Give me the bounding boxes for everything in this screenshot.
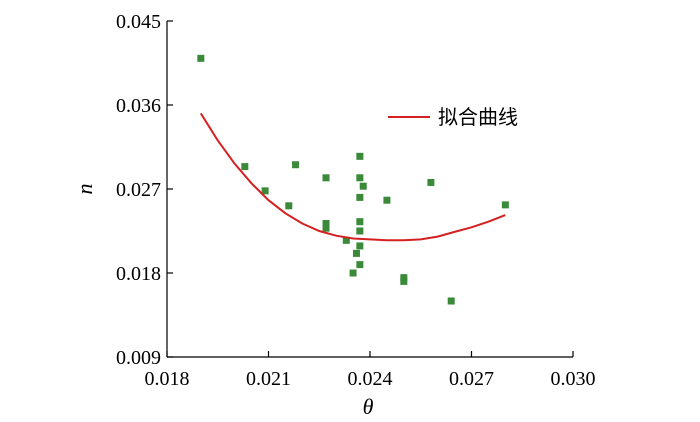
x-tick-label: 0.021 <box>246 368 291 390</box>
data-point <box>261 187 269 195</box>
data-point <box>356 242 364 250</box>
y-tick-label: 0.009 <box>116 347 161 369</box>
y-axis-ticks: 0.009 0.018 0.027 0.036 0.045 <box>116 11 173 369</box>
data-point <box>241 163 249 171</box>
x-axis-label: θ <box>363 394 374 419</box>
data-point <box>356 193 364 201</box>
data-point <box>292 161 300 169</box>
y-axis-label: n <box>72 184 97 195</box>
x-tick-label: 0.027 <box>449 368 494 390</box>
data-point <box>400 274 408 282</box>
data-point <box>356 218 364 226</box>
data-point <box>356 152 364 160</box>
data-point <box>197 54 205 62</box>
x-axis-ticks: 0.018 0.021 0.024 0.027 0.030 <box>145 351 596 390</box>
x-tick-label: 0.030 <box>551 368 596 390</box>
data-point <box>342 236 350 244</box>
data-point <box>322 224 330 232</box>
data-point <box>322 174 330 182</box>
y-tick-label: 0.027 <box>116 179 161 201</box>
data-points <box>197 54 509 305</box>
y-tick-label: 0.018 <box>116 263 161 285</box>
data-point <box>352 249 360 257</box>
y-tick-label: 0.036 <box>116 95 161 117</box>
y-tick-label: 0.045 <box>116 11 161 33</box>
legend-label: 拟合曲线 <box>438 105 518 129</box>
legend: 拟合曲线 <box>388 105 518 129</box>
data-point <box>359 182 367 190</box>
data-point <box>356 227 364 235</box>
data-point <box>322 220 330 228</box>
x-tick-label: 0.018 <box>145 368 190 390</box>
data-point <box>356 261 364 269</box>
data-point <box>447 297 455 305</box>
data-point <box>349 269 357 277</box>
fit-curve <box>199 112 506 242</box>
x-tick-label: 0.024 <box>348 368 393 390</box>
data-point <box>400 277 408 285</box>
data-point <box>356 174 364 182</box>
data-point <box>285 202 293 210</box>
data-point <box>427 178 435 186</box>
data-point <box>383 196 391 204</box>
data-point <box>501 201 509 209</box>
